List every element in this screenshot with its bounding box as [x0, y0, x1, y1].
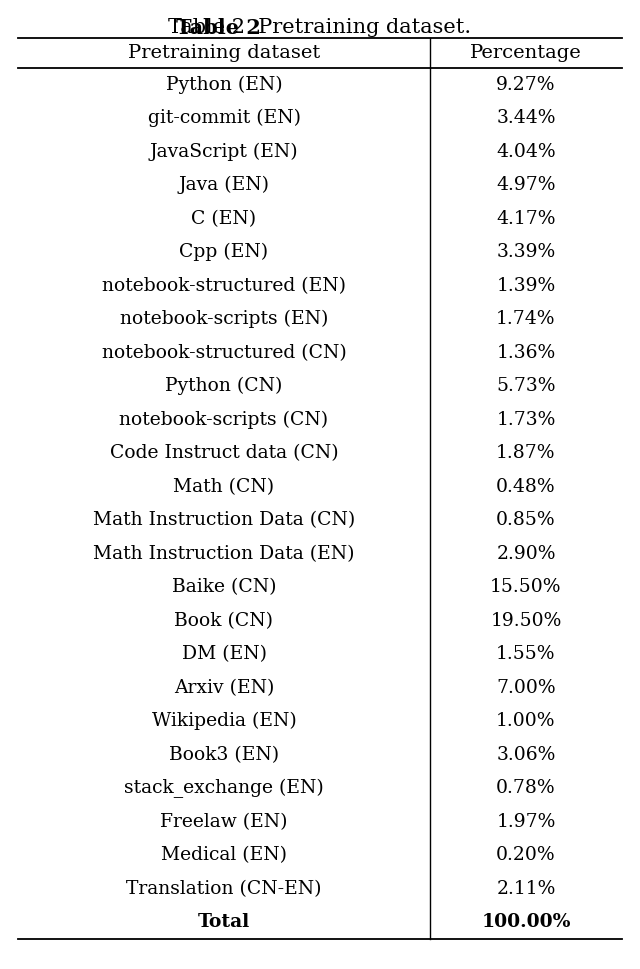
- Text: Medical (EN): Medical (EN): [161, 846, 287, 864]
- Text: Freelaw (EN): Freelaw (EN): [160, 813, 288, 830]
- Text: 3.44%: 3.44%: [496, 109, 556, 127]
- Text: 3.39%: 3.39%: [497, 243, 556, 262]
- Text: 19.50%: 19.50%: [490, 611, 562, 630]
- Text: DM (EN): DM (EN): [182, 645, 266, 663]
- Text: 2.90%: 2.90%: [496, 545, 556, 563]
- Text: notebook-structured (EN): notebook-structured (EN): [102, 277, 346, 295]
- Text: 0.78%: 0.78%: [496, 779, 556, 797]
- Text: 7.00%: 7.00%: [496, 678, 556, 697]
- Text: 4.04%: 4.04%: [496, 142, 556, 161]
- Text: 15.50%: 15.50%: [490, 578, 562, 596]
- Text: JavaScript (EN): JavaScript (EN): [150, 142, 298, 161]
- Text: 1.97%: 1.97%: [496, 813, 556, 830]
- Text: 4.97%: 4.97%: [496, 176, 556, 194]
- Text: Cpp (EN): Cpp (EN): [179, 243, 269, 262]
- Text: notebook-scripts (CN): notebook-scripts (CN): [120, 411, 328, 429]
- Text: Python (EN): Python (EN): [166, 76, 282, 94]
- Text: Math Instruction Data (EN): Math Instruction Data (EN): [93, 545, 355, 563]
- Text: 1.74%: 1.74%: [496, 310, 556, 328]
- Text: Arxiv (EN): Arxiv (EN): [174, 678, 274, 697]
- Text: Baike (CN): Baike (CN): [172, 578, 276, 596]
- Text: notebook-structured (CN): notebook-structured (CN): [102, 344, 346, 361]
- Text: 1.87%: 1.87%: [496, 444, 556, 462]
- Text: Wikipedia (EN): Wikipedia (EN): [152, 712, 296, 731]
- Text: 1.00%: 1.00%: [496, 712, 556, 731]
- Text: 100.00%: 100.00%: [481, 913, 571, 931]
- Text: 1.73%: 1.73%: [496, 411, 556, 428]
- Text: Table 2: Table 2: [177, 18, 261, 38]
- Text: 1.55%: 1.55%: [496, 645, 556, 663]
- Text: stack_exchange (EN): stack_exchange (EN): [124, 779, 324, 797]
- Text: notebook-scripts (EN): notebook-scripts (EN): [120, 310, 328, 328]
- Text: 0.48%: 0.48%: [496, 478, 556, 496]
- Text: 0.20%: 0.20%: [496, 846, 556, 864]
- Text: 1.36%: 1.36%: [497, 344, 556, 361]
- Text: 9.27%: 9.27%: [496, 76, 556, 94]
- Text: 1.39%: 1.39%: [497, 277, 556, 295]
- Text: 5.73%: 5.73%: [496, 377, 556, 395]
- Text: Translation (CN-EN): Translation (CN-EN): [126, 880, 322, 897]
- Text: Math (CN): Math (CN): [173, 478, 275, 496]
- Text: Book3 (EN): Book3 (EN): [169, 746, 279, 764]
- Text: 3.06%: 3.06%: [496, 746, 556, 764]
- Text: Java (EN): Java (EN): [179, 176, 269, 195]
- Text: Total: Total: [198, 913, 250, 931]
- Text: Code Instruct data (CN): Code Instruct data (CN): [109, 444, 339, 462]
- Text: 0.85%: 0.85%: [496, 512, 556, 529]
- Text: Book (CN): Book (CN): [175, 611, 273, 630]
- Text: git-commit (EN): git-commit (EN): [147, 109, 301, 127]
- Text: Table 2  Pretraining dataset.: Table 2 Pretraining dataset.: [168, 18, 472, 37]
- Text: Percentage: Percentage: [470, 44, 582, 62]
- Text: 4.17%: 4.17%: [496, 209, 556, 228]
- Text: 2.11%: 2.11%: [496, 880, 556, 897]
- Text: Pretraining dataset: Pretraining dataset: [128, 44, 320, 62]
- Text: C (EN): C (EN): [191, 209, 257, 228]
- Text: Math Instruction Data (CN): Math Instruction Data (CN): [93, 512, 355, 529]
- Text: Python (CN): Python (CN): [165, 377, 283, 395]
